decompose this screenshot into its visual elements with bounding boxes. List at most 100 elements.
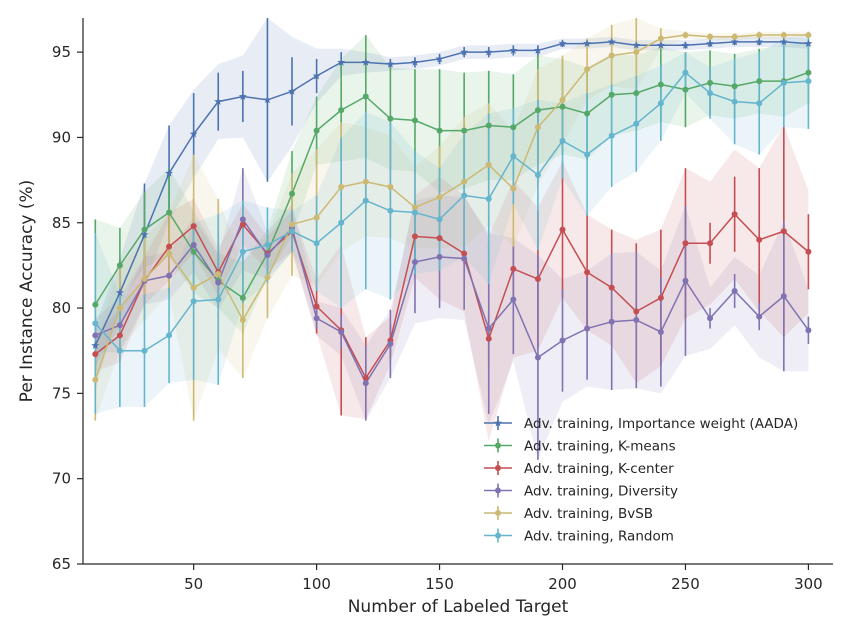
series-4-point (387, 340, 394, 347)
series-6-point (289, 228, 296, 235)
series-6-point (239, 248, 246, 255)
series-5-point (92, 376, 99, 383)
series-3-point (559, 226, 566, 233)
series-5-point (559, 96, 566, 103)
series-3-point (116, 332, 123, 339)
series-3-point (313, 303, 320, 310)
series-5-point (436, 194, 443, 201)
legend-item-5-label: Adv. training, BvSB (524, 506, 653, 522)
series-6-point (215, 296, 222, 303)
series-2-point (436, 127, 443, 134)
series-2-point (534, 107, 541, 114)
legend-item-1-marker (494, 418, 502, 427)
series-6-point (633, 120, 640, 127)
series-4-point (436, 253, 443, 260)
series-2-point (362, 93, 369, 100)
series-5-point (756, 32, 763, 39)
series-5-point (657, 35, 664, 42)
series-2-point (510, 124, 517, 131)
series-6-point (485, 195, 492, 202)
series-2-point (461, 127, 468, 134)
series-1-point (386, 59, 395, 68)
series-2-point (116, 262, 123, 269)
series-3-line (94, 213, 809, 380)
series-2-point (190, 248, 197, 255)
series-5-point (141, 276, 148, 283)
series-3-point (756, 236, 763, 243)
series-5-point (313, 214, 320, 221)
series-1-point (361, 58, 370, 66)
series-5-point (289, 221, 296, 228)
series-3-point (534, 276, 541, 283)
x-tick-label: 50 (184, 575, 203, 593)
series-5-point (362, 178, 369, 185)
series-2-point (805, 69, 812, 76)
series-3-point (731, 211, 738, 218)
series-5-point (780, 32, 787, 39)
series-3-point (657, 294, 664, 301)
series-3-band (95, 125, 809, 442)
legend-item-2-marker (495, 442, 501, 449)
series-6-point (780, 79, 787, 86)
series-4-point (682, 277, 689, 284)
y-axis-title: Per Instance Accuracy (%) (17, 180, 37, 403)
series-4-point (239, 216, 246, 223)
series-markers (91, 32, 813, 387)
series-6-point (805, 78, 812, 85)
y-ticks: 65 70 75 80 85 90 95 (52, 43, 83, 573)
series-4-point (313, 315, 320, 322)
series-4-point (338, 328, 345, 335)
series-2-point (289, 190, 296, 197)
series-6-point (116, 347, 123, 354)
series-1-point (804, 39, 813, 47)
series-6-point (584, 151, 591, 158)
series-4-point (215, 279, 222, 286)
x-ticks: 50 100 150 200 250 300 (184, 564, 823, 593)
series-1-point (632, 41, 641, 49)
series-4-point (166, 272, 173, 279)
series-2-point (682, 86, 689, 93)
series-4-point (633, 317, 640, 324)
series-4-point (780, 293, 787, 300)
series-6-point (190, 298, 197, 305)
series-6-point (313, 240, 320, 247)
series-6-point (362, 197, 369, 204)
series-5-point (682, 32, 689, 39)
series-1-point (115, 288, 124, 297)
series-5-point (805, 32, 812, 39)
series-5-point (239, 317, 246, 324)
series-6-point (731, 98, 738, 105)
legend-item-3-marker (495, 465, 501, 471)
series-3-point (584, 269, 591, 276)
series-1-point (165, 169, 174, 177)
series-6-point (682, 69, 689, 76)
series-5-point (534, 124, 541, 131)
series-4-point (362, 380, 369, 387)
series-1-point (410, 58, 419, 66)
series-6-point (510, 153, 517, 160)
series-5-point (731, 33, 738, 40)
series-5-point (584, 66, 591, 73)
series-4-point (608, 318, 615, 325)
series-1-point (533, 46, 542, 54)
legend-item-6-marker (495, 532, 501, 539)
series-4-point (411, 258, 418, 265)
series-4-point (584, 325, 591, 332)
series-3-point (461, 250, 468, 257)
series-6-point (264, 241, 271, 248)
series-2-band (95, 35, 809, 390)
series-2-point (756, 78, 763, 85)
series-2-point (411, 117, 418, 124)
series-1-point (730, 37, 739, 46)
series-6-point (559, 137, 566, 144)
series-1-point (460, 47, 469, 56)
series-1-point (140, 230, 149, 239)
series-4-point (559, 337, 566, 344)
y-tick-label: 95 (52, 43, 71, 61)
series-2-point (731, 83, 738, 90)
legend-item-4-marker (495, 487, 501, 494)
series-4-point (805, 327, 812, 334)
series-4-point (510, 296, 517, 303)
series-4-point (731, 288, 738, 294)
series-1-point (779, 37, 788, 46)
